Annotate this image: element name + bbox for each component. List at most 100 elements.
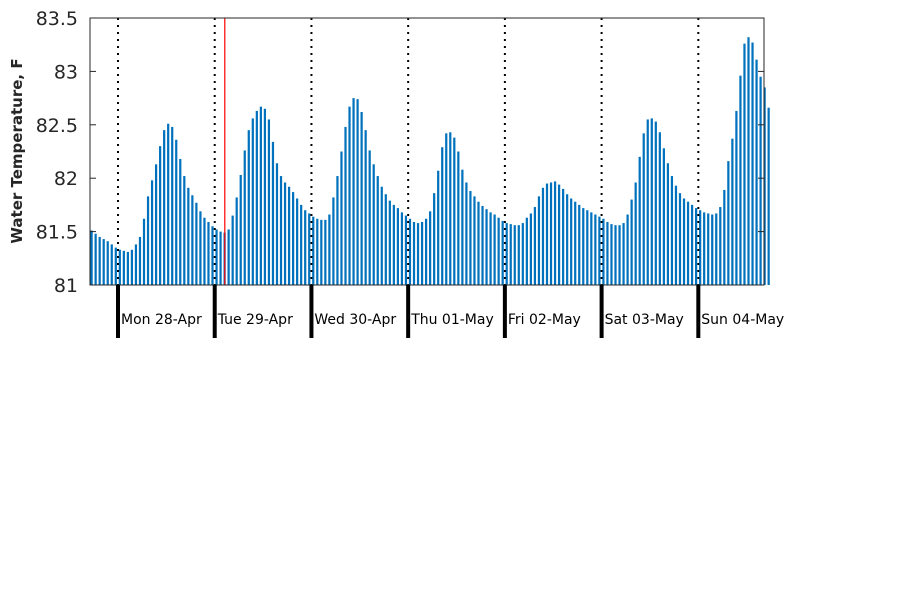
temperature-bar <box>666 163 670 285</box>
temperature-bar <box>396 208 399 285</box>
temperature-bar <box>175 139 178 285</box>
temperature-bar <box>525 217 528 285</box>
temperature-bar <box>658 132 661 285</box>
temperature-bar <box>759 76 762 286</box>
temperature-bar <box>332 197 335 285</box>
temperature-bar <box>686 201 690 285</box>
temperature-bar <box>199 211 202 285</box>
temperature-bar <box>372 164 375 285</box>
temperature-bar <box>493 214 496 285</box>
day-boundary-lines <box>117 18 700 285</box>
temperature-bar <box>586 210 589 285</box>
temperature-bar <box>312 216 315 285</box>
temperature-bar <box>171 126 174 285</box>
temperature-bar <box>501 220 504 285</box>
temperature-bar <box>509 224 512 285</box>
temperature-bar <box>420 221 424 285</box>
y-tick-label: 83 <box>54 61 78 83</box>
temperature-bar <box>497 217 500 285</box>
temperature-bar <box>678 193 682 285</box>
temperature-bar <box>122 250 125 285</box>
temperature-bar <box>541 187 545 285</box>
temperature-bar <box>723 189 726 285</box>
temperature-bar <box>207 221 210 285</box>
temperature-bar <box>251 118 254 285</box>
temperature-bar <box>763 87 766 285</box>
temperature-bar <box>557 184 561 285</box>
temperature-bar <box>150 180 154 285</box>
temperature-bar <box>328 214 331 285</box>
temperature-bar <box>167 123 170 285</box>
temperature-bar <box>239 175 242 285</box>
temperature-bar <box>412 221 416 285</box>
temperature-bar <box>622 223 625 285</box>
day-label: Fri 02-May <box>508 312 581 328</box>
temperature-bar <box>368 150 371 285</box>
temperature-bar <box>356 99 359 285</box>
temperature-bar <box>634 182 637 285</box>
temperature-bar <box>674 185 678 285</box>
temperature-bar <box>400 212 404 285</box>
temperature-bar <box>690 204 694 285</box>
temperature-bar <box>114 247 117 285</box>
temperature-bar <box>275 163 279 285</box>
temperature-bar <box>408 218 412 285</box>
temperature-bar <box>433 193 436 285</box>
temperature-bar <box>505 223 508 285</box>
temperature-bar <box>300 204 303 285</box>
temperature-bar <box>308 213 311 285</box>
y-axis-label: Water Temperature, F <box>8 58 26 243</box>
temperature-bar <box>142 218 146 285</box>
temperature-bar <box>227 229 230 285</box>
temperature-bar <box>662 148 665 285</box>
temperature-bar <box>461 169 464 285</box>
temperature-bar <box>267 119 271 286</box>
temperature-bar <box>163 130 166 285</box>
day-label: Thu 01-May <box>410 312 494 328</box>
temperature-bar <box>654 121 657 285</box>
temperature-bar <box>404 215 408 285</box>
temperature-bar <box>445 133 448 285</box>
temperature-bar <box>187 187 190 285</box>
y-tick-label: 82.5 <box>36 115 78 137</box>
temperature-bar <box>424 218 428 285</box>
temperature-bar <box>159 146 162 285</box>
temperature-bar <box>271 141 275 285</box>
temperature-bar <box>529 213 532 285</box>
temperature-bar <box>179 158 182 285</box>
temperature-bar <box>719 207 722 285</box>
temperature-bar <box>670 176 674 285</box>
temperature-bar <box>344 126 347 285</box>
temperature-bar <box>247 130 250 285</box>
temperature-bar <box>453 137 456 285</box>
temperature-bar <box>384 194 387 285</box>
temperature-bar <box>449 132 452 285</box>
temperature-bar <box>191 195 194 285</box>
temperature-bar <box>110 244 113 285</box>
temperature-bar <box>364 130 367 285</box>
temperature-bar <box>562 188 565 285</box>
temperature-bar <box>94 233 97 285</box>
temperature-bar <box>263 108 267 285</box>
temperature-bar <box>473 196 476 285</box>
temperature-bar <box>735 110 738 285</box>
temperature-bar <box>279 176 283 285</box>
temperature-bar <box>537 196 541 285</box>
temperature-bar <box>324 219 327 285</box>
temperature-bar <box>441 147 444 285</box>
temperature-bar <box>582 208 585 285</box>
temperature-bar <box>570 198 573 285</box>
temperature-bar <box>90 230 93 285</box>
temperature-bar <box>650 118 653 285</box>
temperature-bar <box>106 241 109 285</box>
temperature-bar <box>513 225 516 285</box>
temperature-bar <box>304 210 307 285</box>
temperature-bar <box>755 59 758 286</box>
temperature-bar <box>376 176 379 285</box>
day-label: Sat 03-May <box>605 312 684 328</box>
temperature-bar <box>545 183 549 285</box>
temperature-bar <box>695 208 698 285</box>
temperature-bar <box>747 37 750 285</box>
day-labels: Mon 28-Apr Tue 29-Apr Wed 30-Apr Thu 01-May… <box>121 312 784 328</box>
